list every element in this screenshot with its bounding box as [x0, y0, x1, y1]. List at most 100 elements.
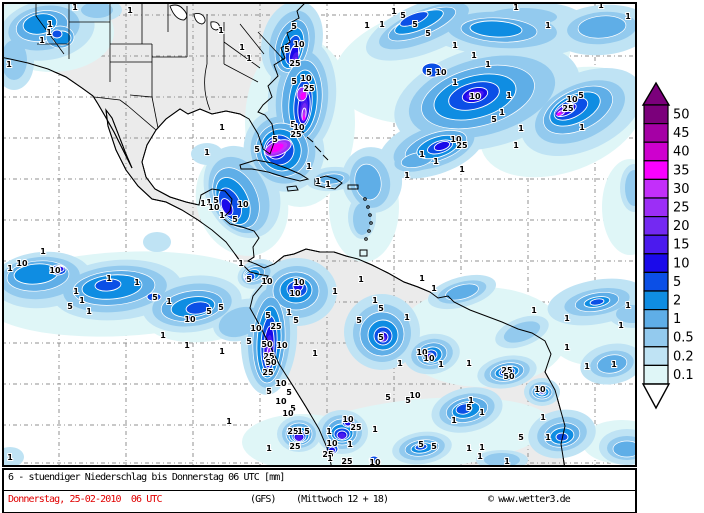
precip-value-label: 1 [86, 307, 92, 316]
precip-blob [81, 2, 113, 18]
scale-value-label: 30 [673, 182, 690, 197]
precip-value-label: 1 [160, 331, 166, 340]
precip-value-label: 5 [304, 427, 310, 436]
scale-band [643, 104, 669, 125]
precip-value-label: 5 [385, 393, 391, 402]
precip-blob [421, 62, 443, 78]
precip-value-label: 1 [459, 165, 465, 174]
precip-value-label: 1 [226, 417, 232, 426]
precip-value-label: 1 [531, 306, 537, 315]
precip-blob [399, 11, 429, 27]
precip-value-label: 1 [200, 199, 206, 208]
precip-value-label: 5 [378, 333, 384, 342]
precip-blob [292, 57, 298, 67]
precip-value-label: 25 [341, 457, 353, 466]
precip-value-label: 10 [282, 409, 294, 418]
precip-value-label: 1 [545, 433, 551, 442]
precip-value-label: 10 [275, 397, 287, 406]
scale-band [643, 197, 669, 218]
scale-band [643, 346, 669, 366]
scale-value-label: 20 [673, 219, 690, 234]
precip-value-label: 10 [409, 391, 421, 400]
precip-value-label: 25 [290, 130, 302, 139]
precip-blob [51, 29, 63, 39]
scale-value-label: 50 [673, 108, 690, 123]
precip-value-label: 1 [79, 296, 85, 305]
precip-blob [143, 232, 171, 252]
precipitation-layer [2, 2, 637, 467]
map-title: 6 - stuendiger Niederschlag bis Donnerst… [8, 472, 285, 483]
precip-value-label: 5 [425, 29, 431, 38]
precip-value-label: 5 [418, 440, 424, 449]
precip-value-label: 1 [466, 359, 472, 368]
precip-value-label: 25 [456, 141, 468, 150]
scale-band [643, 122, 669, 143]
precip-blob [296, 280, 302, 286]
precip-value-label: 1 [438, 360, 444, 369]
precip-blob [94, 278, 122, 292]
precip-value-label: 5 [431, 442, 437, 451]
scale-band [643, 253, 669, 274]
precip-value-label: 10 [276, 341, 288, 350]
precip-value-label: 1 [433, 157, 439, 166]
precip-value-label: 1 [206, 198, 212, 207]
precip-value-label: 1 [404, 171, 410, 180]
precip-blob [186, 315, 194, 321]
precip-value-label: 10 [208, 203, 220, 212]
precip-value-label: 5 [578, 91, 584, 100]
precip-value-label: 5 [291, 22, 297, 31]
precip-value-label: 25 [562, 104, 574, 113]
precip-value-label: 5 [206, 307, 212, 316]
precip-value-label: 1 [106, 274, 112, 283]
scale-value-label: 40 [673, 145, 690, 160]
precip-value-label: 1 [504, 457, 510, 466]
precip-blob [469, 20, 523, 38]
model-name: (GFS) [250, 494, 276, 505]
precip-blob [292, 443, 298, 447]
precip-value-label: 1 [431, 284, 437, 293]
scale-band [643, 234, 669, 255]
map-frame [2, 2, 637, 467]
model-run-info: (Mittwoch 12 + 18) [296, 494, 389, 505]
precip-value-label: 1 [219, 211, 225, 220]
precip-value-label: 1 [397, 359, 403, 368]
precip-blob [2, 447, 24, 467]
precip-value-label: 10 [293, 278, 305, 287]
precip-value-label: 25 [262, 368, 274, 377]
precip-blob [338, 433, 346, 439]
precip-blob [596, 354, 628, 374]
precip-value-label: 5 [246, 275, 252, 284]
precip-value-label: 1 [184, 341, 190, 350]
precip-blob [300, 92, 306, 100]
precip-value-label: 25 [287, 427, 299, 436]
precip-value-label: 1 [618, 321, 624, 330]
precip-value-label: 1 [266, 444, 272, 453]
caption-second-row: Donnerstag, 25-02-2010 06 UTC (GFS) (Mit… [4, 490, 635, 512]
precip-value-label: 1 [466, 444, 472, 453]
scale-value-label: 5 [673, 275, 681, 290]
caption-box: 6 - stuendiger Niederschlag bis Donnerst… [2, 468, 637, 513]
precip-value-label: 1 [347, 440, 353, 449]
precip-value-label: 25 [322, 450, 334, 459]
precip-value-label: 5 [426, 68, 432, 77]
precip-blob [484, 453, 520, 467]
precip-value-label: 1 [219, 123, 225, 132]
scale-value-label: 10 [673, 256, 690, 271]
precip-blob [191, 143, 223, 165]
precip-value-label: 5 [378, 304, 384, 313]
precip-value-label: 10 [566, 95, 578, 104]
precip-blob [616, 305, 637, 323]
precip-value-label: 1 [452, 78, 458, 87]
precip-blob [22, 13, 58, 35]
scale-band [643, 271, 669, 292]
precip-value-label: 1 [306, 162, 312, 171]
precip-value-label: 1 [468, 396, 474, 405]
precip-blob [539, 389, 545, 395]
precip-blob [146, 292, 162, 302]
copyright-text: © www.wetter3.de [488, 494, 571, 505]
precip-value-label: 1 [7, 453, 13, 462]
precip-value-label: 5 [286, 388, 292, 397]
precip-value-label: 1 [286, 308, 292, 317]
